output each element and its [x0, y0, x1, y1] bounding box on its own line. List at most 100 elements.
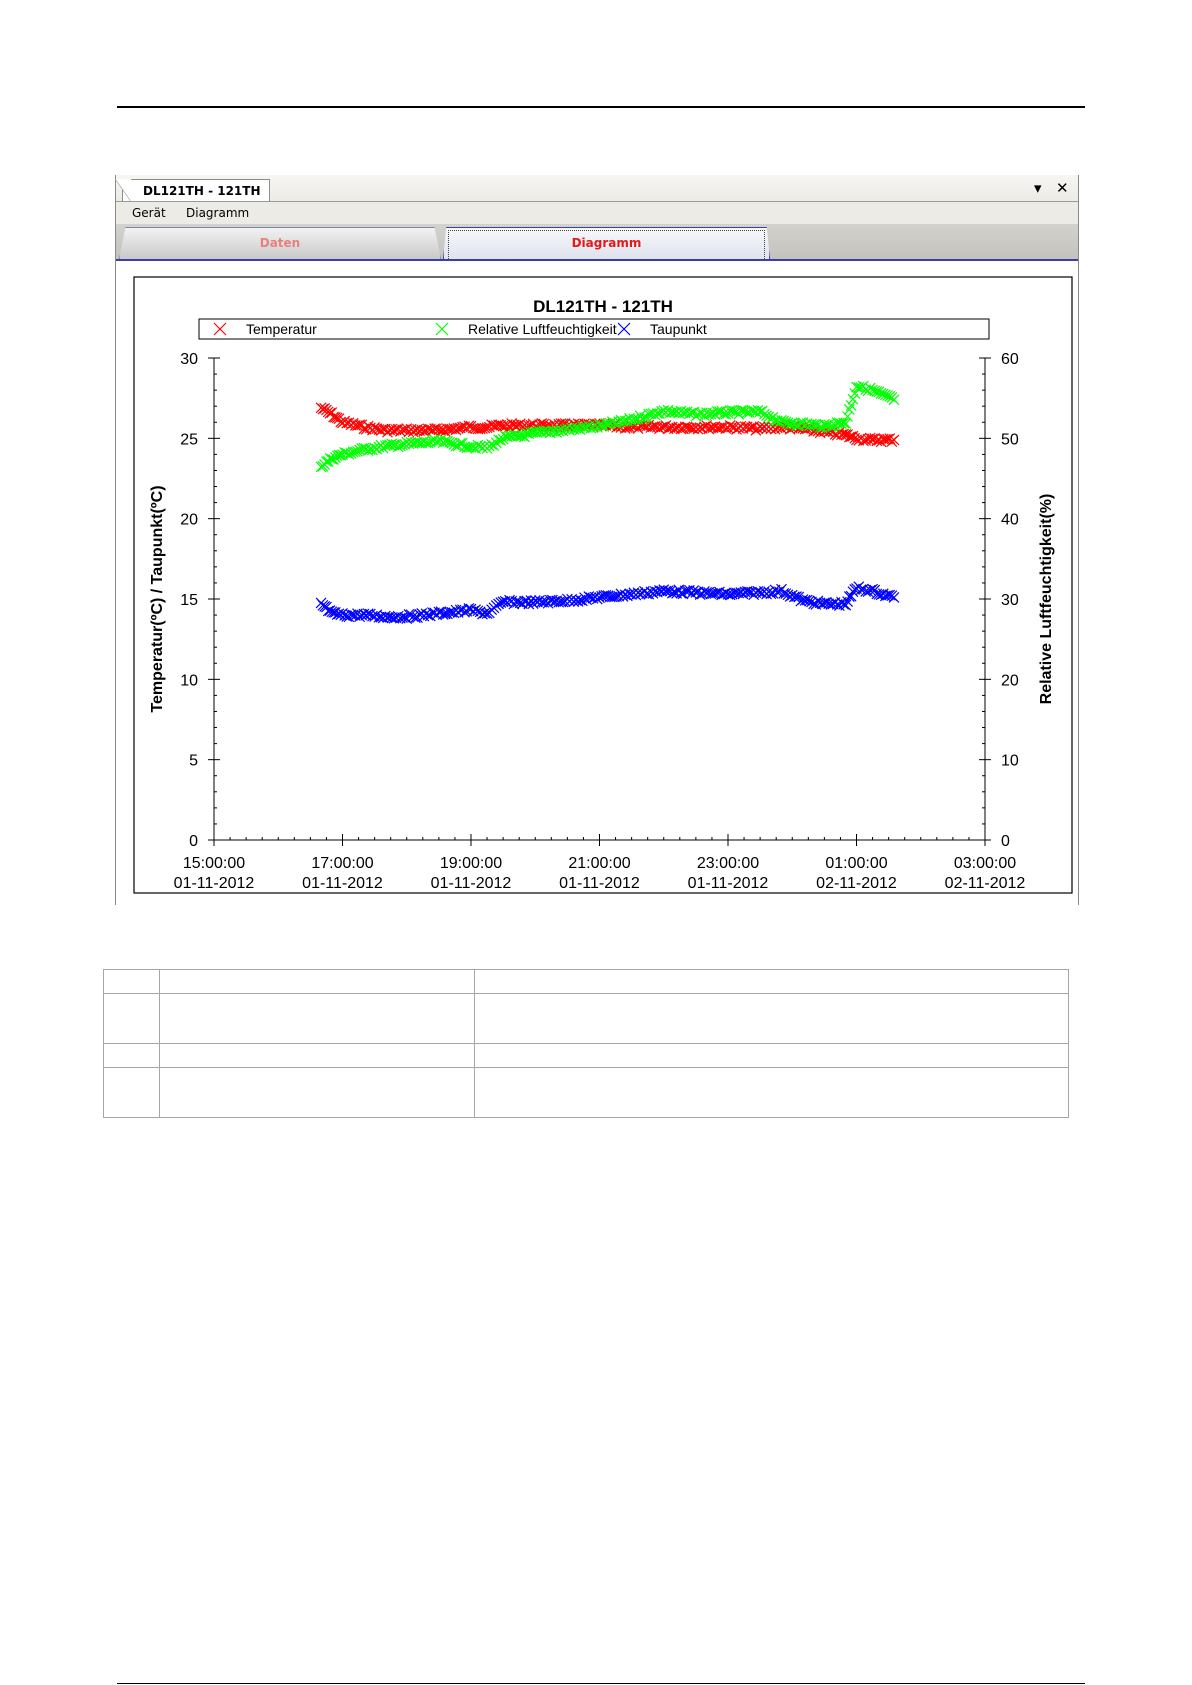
table-cell: [159, 969, 475, 994]
tab-diagramm-label: Diagramm: [571, 236, 642, 250]
table-cell: [159, 993, 475, 1044]
y-tick-label-left: 25: [180, 431, 198, 448]
data-point-marker: [843, 403, 855, 415]
data-point-marker: [818, 418, 830, 430]
data-point-marker: [609, 417, 620, 429]
y-tick-label-right: 40: [1001, 512, 1019, 529]
chart-area: DL121TH - 121TH Temperatur Relative Luftf…: [116, 261, 1078, 905]
empty-table: [103, 969, 1069, 1118]
data-point-marker: [711, 406, 723, 417]
close-icon[interactable]: ✕: [1056, 180, 1069, 197]
data-point-marker: [711, 422, 723, 434]
data-point-marker: [602, 590, 614, 602]
data-point-marker: [549, 425, 560, 437]
y-tick-label-left: 20: [180, 512, 198, 529]
app-window: DL121TH - 121TH ▾ ✕ Gerät Diagramm Daten…: [115, 175, 1079, 905]
data-point-marker: [666, 587, 678, 599]
legend-label-1: Relative Luftfeuchtigkeit: [468, 321, 617, 337]
data-point-marker: [474, 423, 486, 435]
data-point-marker: [788, 418, 800, 430]
data-point-marker: [782, 417, 794, 429]
data-point-marker: [842, 411, 854, 422]
data-point-marker: [669, 407, 680, 418]
data-point-marker: [477, 423, 488, 434]
legend-box: [198, 318, 990, 340]
page-footer-rule: [117, 1683, 1085, 1684]
data-point-marker: [514, 430, 526, 442]
table-cell: [474, 1067, 1069, 1118]
data-point-marker: [851, 381, 862, 393]
data-point-marker: [823, 598, 835, 610]
data-point-marker: [576, 595, 588, 607]
x-tick-label-time: 03:00:00: [954, 855, 1016, 872]
data-point-marker: [479, 607, 491, 619]
data-point-marker: [888, 434, 900, 446]
data-point-marker: [821, 419, 832, 431]
tab-diagramm[interactable]: Diagramm: [443, 227, 770, 259]
data-point-marker: [845, 400, 857, 411]
y-tick-label-right: 60: [1001, 351, 1019, 368]
data-point-marker: [628, 413, 640, 425]
data-point-marker: [373, 611, 385, 623]
y-tick-label-right: 10: [1001, 753, 1019, 770]
data-point-marker: [873, 588, 885, 600]
data-point-marker: [888, 591, 900, 603]
data-point-marker: [869, 385, 881, 397]
x-tick-label-time: 17:00:00: [311, 855, 373, 872]
data-point-marker: [647, 421, 659, 433]
x-tick-label-time: 21:00:00: [568, 855, 630, 872]
data-point-marker: [570, 422, 582, 434]
data-point-marker: [884, 433, 896, 445]
menu-item-geraet[interactable]: Gerät: [132, 206, 166, 220]
x-tick-label-date: 01-11-2012: [174, 875, 255, 892]
data-point-marker: [386, 612, 398, 624]
data-point-marker: [477, 608, 488, 620]
data-point-marker: [767, 587, 779, 599]
legend-label-0: Temperatur: [246, 321, 317, 337]
data-point-marker: [538, 596, 550, 608]
y-tick-label-left: 15: [180, 592, 198, 609]
data-point-marker: [521, 595, 533, 607]
data-point-marker: [386, 438, 398, 450]
table-cell: [474, 969, 1069, 994]
data-point-marker: [379, 610, 391, 622]
data-point-marker: [735, 404, 747, 416]
data-point-marker: [882, 589, 893, 601]
dropdown-arrow-icon[interactable]: ▾: [1034, 180, 1042, 197]
data-point-marker: [699, 585, 710, 597]
data-point-marker: [375, 424, 387, 436]
data-point-marker: [352, 420, 363, 432]
table-cell: [159, 1043, 475, 1068]
data-point-marker: [864, 432, 876, 444]
data-point-marker: [864, 584, 876, 596]
data-point-marker: [347, 609, 359, 621]
data-point-marker: [632, 413, 644, 425]
data-point-marker: [401, 423, 413, 435]
data-point-marker: [656, 405, 668, 417]
data-point-marker: [555, 596, 567, 608]
y-tick-label-left: 5: [189, 753, 198, 770]
data-point-marker: [559, 424, 571, 436]
data-point-marker: [472, 605, 484, 617]
menu-item-diagramm[interactable]: Diagramm: [186, 206, 250, 220]
data-point-marker: [756, 422, 768, 434]
data-point-marker: [836, 418, 847, 430]
data-point-marker: [722, 588, 734, 600]
chart-axes: 0 0 5 10 10 20 15 30 20 40 25 50 30 60 15:00:00 01-11-2…: [149, 351, 1055, 892]
series-relative-luftfeuchtigkeit: [315, 380, 900, 473]
tab-daten[interactable]: Daten: [119, 227, 441, 259]
data-point-marker: [840, 418, 852, 429]
table-cell: [159, 1067, 475, 1118]
document-tab[interactable]: DL121TH - 121TH: [115, 179, 270, 202]
data-point-marker: [617, 416, 629, 427]
data-point-marker: [463, 442, 475, 453]
data-point-marker: [420, 437, 432, 449]
data-point-marker: [686, 407, 698, 419]
data-point-marker: [632, 423, 644, 435]
x-tick-label-date: 01-11-2012: [688, 875, 769, 892]
chart-title: DL121TH - 121TH: [533, 297, 673, 316]
data-point-marker: [538, 425, 550, 437]
data-point-marker: [326, 606, 338, 618]
data-point-marker: [808, 419, 820, 431]
data-point-marker: [840, 599, 852, 611]
